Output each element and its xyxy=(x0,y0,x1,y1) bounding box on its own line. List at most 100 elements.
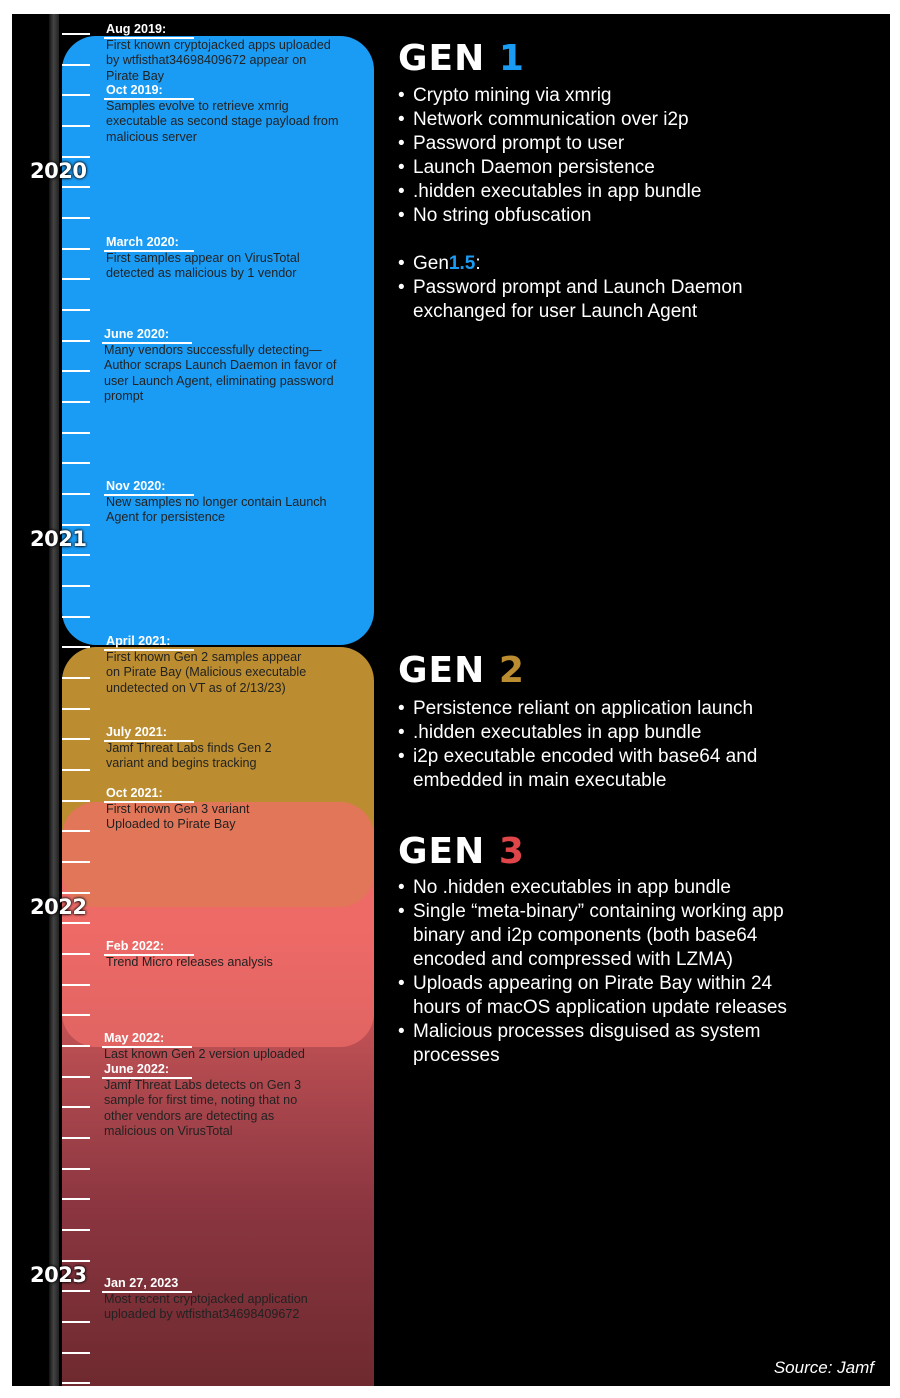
month-tick xyxy=(62,401,90,404)
month-tick xyxy=(62,33,90,35)
year-label: 2023 xyxy=(30,1263,87,1287)
month-tick xyxy=(62,217,90,220)
month-tick xyxy=(62,186,90,189)
month-tick xyxy=(62,1259,90,1262)
month-tick xyxy=(62,769,90,772)
gen1-feature: Network communication over i2p xyxy=(398,108,838,132)
month-tick xyxy=(62,983,90,986)
event-date: Jan 27, 2023 xyxy=(102,1276,344,1293)
month-tick xyxy=(62,677,90,680)
timeline-event: Aug 2019: First known cryptojacked apps … xyxy=(104,22,336,84)
month-tick xyxy=(62,1382,90,1385)
month-tick xyxy=(62,1321,90,1324)
gen1-feature: Crypto mining via xmrig xyxy=(398,84,838,108)
event-description: Samples evolve to retrieve xmrig executa… xyxy=(106,98,339,144)
event-date: May 2022: xyxy=(102,1031,344,1048)
gen2-features-list: Persistence reliant on application launc… xyxy=(398,697,778,793)
month-tick xyxy=(62,799,90,802)
month-tick xyxy=(62,1075,90,1078)
month-tick xyxy=(62,94,90,97)
event-description: First known Gen 3 variant Uploaded to Pi… xyxy=(106,801,250,832)
timeline-event: Jan 27, 2023 Most recent cryptojacked ap… xyxy=(102,1276,344,1323)
month-tick xyxy=(62,63,90,66)
timeline-event: June 2022: Jamf Threat Labs detects on G… xyxy=(102,1062,329,1140)
gen2-heading-number: 2 xyxy=(498,650,525,691)
month-tick xyxy=(62,922,90,925)
timeline-event: Oct 2021: First known Gen 3 variant Uplo… xyxy=(104,786,281,833)
gen3-features-list: No .hidden executables in app bundle Sin… xyxy=(398,876,818,1068)
month-tick xyxy=(62,1106,90,1109)
event-date: July 2021: xyxy=(104,725,306,742)
gen1-heading: GEN 1 xyxy=(398,38,525,79)
event-description: Trend Micro releases analysis xyxy=(106,954,273,969)
event-date: Oct 2019: xyxy=(104,83,341,100)
gen1-feature: No string obfuscation xyxy=(398,204,838,228)
timeline-event: July 2021: Jamf Threat Labs finds Gen 2 … xyxy=(104,725,306,772)
month-tick xyxy=(62,370,90,373)
event-description: Jamf Threat Labs finds Gen 2 variant and… xyxy=(106,740,272,771)
month-tick xyxy=(62,1290,90,1293)
event-date: June 2022: xyxy=(102,1062,329,1079)
gen15-features-list: Gen1.5: Password prompt and Launch Daemo… xyxy=(398,252,838,324)
month-tick xyxy=(62,1137,90,1140)
timeline-event: March 2020: First samples appear on Viru… xyxy=(104,235,331,282)
gen1-period-band xyxy=(62,36,374,645)
month-tick xyxy=(62,861,90,864)
event-description: Most recent cryptojacked application upl… xyxy=(104,1291,308,1322)
event-date: March 2020: xyxy=(104,235,331,252)
year-label: 2022 xyxy=(30,895,87,919)
gen1-features-list: Crypto mining via xmrig Network communic… xyxy=(398,84,838,228)
month-tick xyxy=(62,309,90,312)
timeline-event: Oct 2019: Samples evolve to retrieve xmr… xyxy=(104,83,341,145)
event-date: June 2020: xyxy=(102,327,352,344)
month-tick xyxy=(62,523,90,526)
gen2-heading-label: GEN xyxy=(398,650,486,691)
timeline-figure: 2020 2021 2022 2023 Aug 2019: First know… xyxy=(12,14,890,1386)
gen1-heading-number: 1 xyxy=(498,38,525,79)
month-tick xyxy=(62,738,90,741)
month-tick xyxy=(62,891,90,894)
month-tick xyxy=(62,1045,90,1048)
gen2-heading: GEN 2 xyxy=(398,650,525,691)
month-tick xyxy=(62,585,90,588)
event-date: Nov 2020: xyxy=(104,479,356,496)
month-tick xyxy=(62,1198,90,1201)
gen15-feature: Password prompt and Launch Daemon exchan… xyxy=(398,276,838,324)
gen15-suffix: : xyxy=(475,253,481,274)
month-tick xyxy=(62,1014,90,1017)
event-description: Many vendors successfully detecting—Auth… xyxy=(104,342,337,404)
timeline-event: April 2021: First known Gen 2 samples ap… xyxy=(104,634,316,696)
month-tick xyxy=(62,493,90,496)
month-tick xyxy=(62,1351,90,1354)
gen2-feature: i2p executable encoded with base64 and e… xyxy=(398,745,778,793)
month-tick xyxy=(62,278,90,281)
gen2-feature: .hidden executables in app bundle xyxy=(398,721,778,745)
month-tick xyxy=(62,431,90,434)
month-tick xyxy=(62,830,90,833)
gen3-heading-number: 3 xyxy=(498,831,525,872)
gen3-feature: No .hidden executables in app bundle xyxy=(398,876,818,900)
gen3-feature: Single “meta-binary” containing working … xyxy=(398,900,818,972)
gen2-feature: Persistence reliant on application launc… xyxy=(398,697,778,721)
event-date: April 2021: xyxy=(104,634,316,651)
month-tick xyxy=(62,953,90,956)
gen1-heading-label: GEN xyxy=(398,38,486,79)
month-tick xyxy=(62,646,90,649)
event-date: Aug 2019: xyxy=(104,22,336,39)
timeline-axis xyxy=(49,14,59,1386)
month-tick xyxy=(62,339,90,342)
source-credit: Source: Jamf xyxy=(773,1358,874,1377)
timeline-event: June 2020: Many vendors successfully det… xyxy=(102,327,352,405)
gen1-feature: Password prompt to user xyxy=(398,132,838,156)
event-date: Oct 2021: xyxy=(104,786,281,803)
month-tick xyxy=(62,462,90,465)
gen15-heading: Gen1.5: xyxy=(398,252,838,276)
month-tick xyxy=(62,155,90,158)
month-tick xyxy=(62,1229,90,1232)
event-description: First known cryptojacked apps uploaded b… xyxy=(106,37,331,83)
gen2-gen3-overlap-band xyxy=(62,802,374,1047)
timeline-event: May 2022: Last known Gen 2 version uploa… xyxy=(102,1031,344,1062)
gen1-feature: .hidden executables in app bundle xyxy=(398,180,838,204)
month-tick xyxy=(62,615,90,618)
event-description: First samples appear on VirusTotal detec… xyxy=(106,250,300,281)
